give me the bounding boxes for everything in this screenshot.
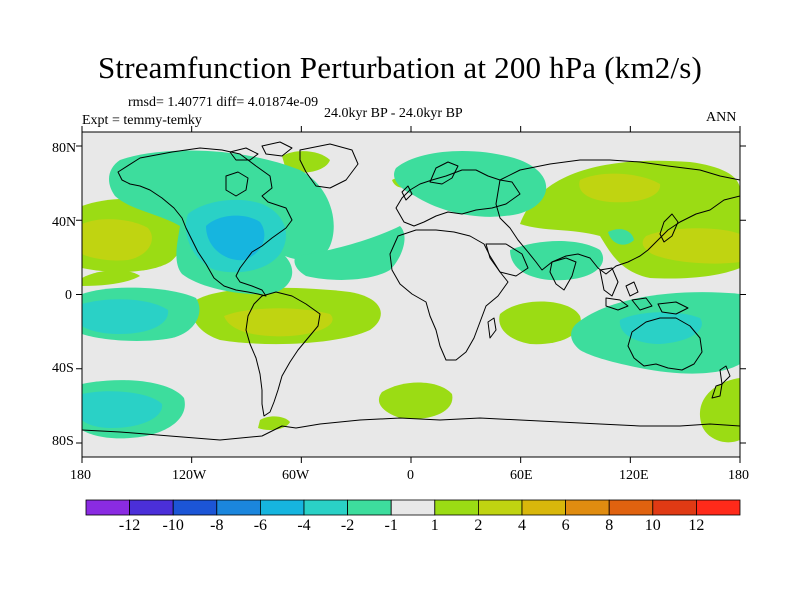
lat-tick-label: 80S bbox=[52, 434, 74, 449]
experiment-label: Expt = temmy-temky bbox=[82, 113, 202, 128]
colorbar-swatch bbox=[521, 499, 566, 516]
colorbar-label: 8 bbox=[605, 517, 614, 534]
colorbar-label: -10 bbox=[162, 517, 184, 534]
colorbar-label: 10 bbox=[644, 517, 661, 534]
period-label: 24.0kyr BP - 24.0kyr BP bbox=[324, 106, 463, 121]
colorbar-swatch bbox=[129, 499, 174, 516]
lon-tick-label: 180 bbox=[70, 468, 91, 483]
colorbar-swatch bbox=[652, 499, 697, 516]
colorbar-swatch bbox=[696, 499, 741, 516]
season-label: ANN bbox=[706, 110, 737, 125]
lon-tick-label: 120W bbox=[172, 468, 207, 483]
field-positive-2-4 bbox=[82, 173, 740, 337]
lat-tick-label: 40N bbox=[52, 215, 77, 230]
contour-fields bbox=[82, 150, 740, 443]
colorbar-swatch bbox=[434, 499, 479, 516]
colorbar-swatch bbox=[85, 499, 130, 516]
colorbar-swatch bbox=[477, 499, 523, 516]
colorbar-swatch bbox=[259, 499, 305, 516]
colorbar-swatch bbox=[565, 499, 610, 516]
lon-tick-label: 60E bbox=[510, 468, 533, 483]
colorbar bbox=[85, 499, 741, 516]
lon-tick-label: 180 bbox=[728, 468, 749, 483]
colorbar-label: 6 bbox=[561, 517, 570, 534]
colorbar-label: 4 bbox=[518, 517, 526, 534]
colorbar-label: -8 bbox=[210, 517, 224, 534]
colorbar-swatch bbox=[216, 499, 261, 516]
plot-title: Streamfunction Perturbation at 200 hPa (… bbox=[97, 50, 703, 85]
stats-label: rmsd= 1.40771 diff= 4.01874e-09 bbox=[128, 95, 319, 110]
coastlines bbox=[82, 141, 740, 441]
lon-tick-label: 60W bbox=[282, 468, 310, 483]
colorbar-label: 2 bbox=[474, 517, 483, 534]
colorbar-label: 12 bbox=[688, 517, 705, 534]
axis-ticks bbox=[76, 126, 746, 463]
colorbar-label: -6 bbox=[253, 517, 268, 534]
lon-tick-label: 120E bbox=[619, 468, 649, 483]
colorbar-swatch bbox=[390, 499, 436, 516]
lon-tick-label: 0 bbox=[407, 468, 414, 483]
colorbar-label: -1 bbox=[384, 517, 398, 534]
colorbar-label: -12 bbox=[118, 517, 141, 534]
lat-tick-label: 40S bbox=[52, 361, 74, 376]
lat-tick-label: 0 bbox=[65, 288, 72, 303]
colorbar-label: -2 bbox=[340, 517, 355, 534]
colorbar-swatch bbox=[347, 499, 392, 516]
lat-tick-label: 80N bbox=[52, 141, 77, 156]
field-negative-4-6 bbox=[206, 215, 265, 261]
colorbar-swatch bbox=[303, 499, 348, 516]
colorbar-swatch bbox=[608, 499, 654, 516]
colorbar-label: -4 bbox=[297, 517, 311, 534]
colorbar-swatch bbox=[172, 499, 218, 516]
colorbar-label: 1 bbox=[430, 517, 439, 534]
